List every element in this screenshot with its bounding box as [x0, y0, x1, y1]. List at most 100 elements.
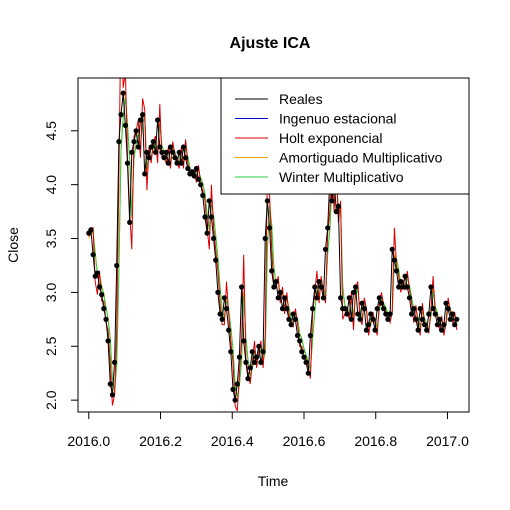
data-point [430, 306, 436, 312]
data-point [366, 322, 372, 328]
data-point [202, 214, 208, 220]
data-point [443, 300, 449, 306]
data-point [290, 311, 296, 317]
chart-title: Ajuste ICA [230, 35, 311, 52]
plot-area [77, 77, 470, 413]
data-point [172, 155, 178, 161]
data-point [167, 144, 174, 150]
data-point [417, 306, 423, 312]
data-point [144, 149, 150, 155]
data-point [116, 139, 122, 145]
data-point [413, 316, 419, 322]
data-point [191, 173, 197, 179]
data-point [437, 316, 443, 322]
data-point [148, 144, 154, 150]
data-point [217, 311, 223, 317]
data-point [391, 257, 397, 263]
data-point [258, 359, 264, 365]
data-point [247, 365, 253, 371]
data-point [312, 284, 318, 290]
data-point [213, 257, 219, 263]
data-point [251, 359, 258, 365]
data-point [96, 284, 103, 290]
data-point [387, 311, 393, 317]
data-point [342, 306, 348, 312]
data-point [415, 327, 421, 333]
data-point [333, 209, 339, 215]
data-point [374, 306, 380, 312]
data-point [124, 160, 131, 166]
data-point [198, 182, 204, 188]
data-point [441, 322, 447, 328]
x-tick-label: 2016.0 [67, 433, 110, 449]
data-point [118, 112, 124, 118]
data-point [305, 370, 311, 376]
data-point [406, 295, 413, 301]
data-point [428, 284, 434, 290]
data-point [269, 268, 275, 274]
y-tick-label: 3.5 [43, 229, 59, 249]
data-point [157, 144, 163, 150]
data-point [299, 349, 305, 355]
data-point [215, 289, 221, 295]
legend-entry: Amortiguado Multiplicativo [235, 150, 443, 166]
x-tick-label: 2017.0 [426, 433, 469, 449]
data-point [359, 300, 365, 306]
data-point [368, 311, 374, 317]
data-point [353, 284, 359, 290]
legend-entry: Winter Multiplicativo [235, 169, 404, 185]
x-axis: 2016.0 2016.2 2016.4 2016.6 2016.8 2017.0 [67, 411, 469, 449]
data-point [161, 155, 167, 161]
data-point [223, 306, 230, 312]
x-tick-label: 2016.6 [283, 433, 326, 449]
series-reales [86, 90, 460, 403]
legend-label: Amortiguado Multiplicativo [279, 150, 443, 166]
data-point [297, 338, 303, 344]
data-point [146, 155, 152, 161]
data-point [256, 343, 262, 349]
data-point [180, 144, 187, 150]
data-point [159, 149, 165, 155]
data-point [174, 160, 180, 166]
y-tick-label: 3.0 [43, 282, 59, 302]
data-point [424, 327, 430, 333]
y-tick-label: 4.5 [43, 121, 59, 141]
data-point [338, 295, 344, 301]
data-point [402, 273, 408, 279]
data-point [135, 144, 141, 150]
data-point [452, 322, 458, 328]
data-point [322, 246, 329, 252]
data-point [439, 327, 445, 333]
data-point [310, 306, 316, 312]
series-layer [86, 78, 460, 412]
data-point [176, 149, 182, 155]
data-point [109, 392, 115, 398]
data-point [243, 359, 249, 365]
legend-label: Ingenuo estacional [279, 111, 397, 127]
data-point [267, 225, 273, 231]
data-point [385, 316, 391, 322]
data-point [286, 316, 292, 322]
data-point [155, 117, 161, 123]
data-point [279, 306, 286, 312]
x-axis-label: Time [258, 473, 289, 489]
data-point [288, 322, 294, 328]
y-tick-label: 2.5 [43, 336, 59, 356]
legend-label: Holt exponencial [279, 130, 383, 146]
data-point [398, 279, 404, 285]
data-point [105, 338, 111, 344]
data-point [426, 311, 432, 317]
data-point [409, 311, 415, 317]
data-point [241, 338, 247, 344]
data-point [400, 284, 406, 290]
data-point [254, 354, 260, 360]
data-point [389, 246, 395, 252]
data-point [378, 300, 385, 306]
data-point [183, 155, 189, 161]
data-point [195, 176, 202, 182]
data-point [275, 295, 281, 301]
series-holt-exponencial [88, 78, 458, 412]
data-point [381, 306, 387, 312]
data-point [239, 284, 245, 290]
series-line-holt-exponencial [88, 78, 458, 412]
